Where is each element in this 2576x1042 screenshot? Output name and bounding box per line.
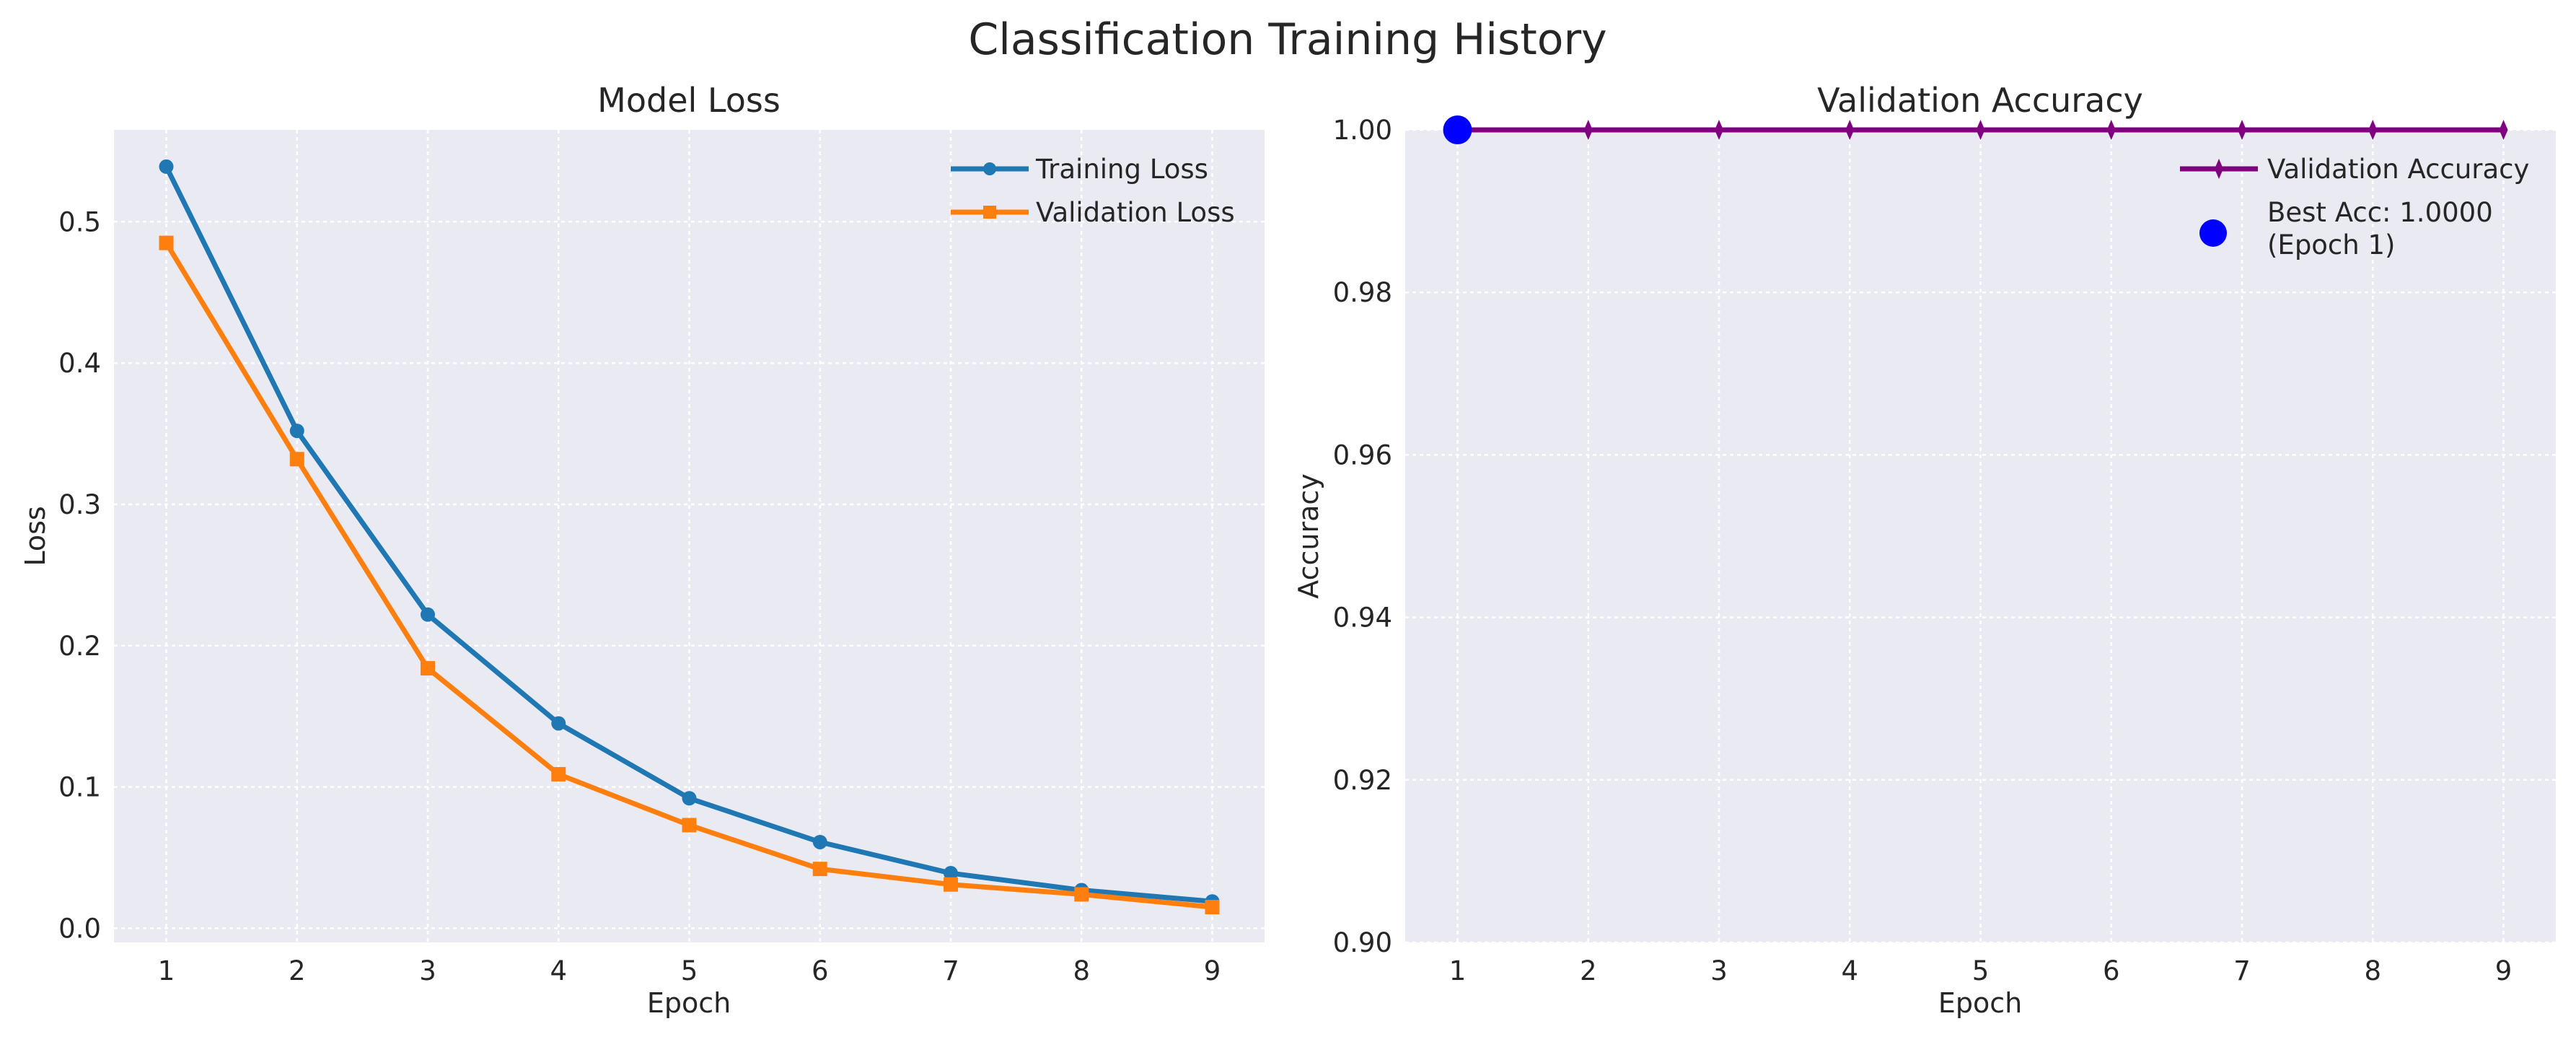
validation-accuracy-point (2106, 120, 2116, 140)
accuracy-plot-title: Validation Accuracy (1817, 81, 2143, 120)
validation-accuracy-point (2499, 120, 2508, 140)
loss-y-tick-label: 0.0 (58, 913, 101, 944)
legend-training-loss-marker (983, 162, 996, 175)
legend-validation-accuracy-label: Validation Accuracy (2267, 154, 2529, 185)
accuracy-x-tick-label: 5 (1972, 955, 1990, 986)
accuracy-y-ticks: 0.90 0.92 0.94 0.96 0.98 1.00 (1333, 115, 1392, 958)
loss-grid (114, 130, 1265, 942)
loss-y-tick-label: 0.5 (58, 206, 101, 237)
legend-entry-training-loss: Training Loss (951, 154, 1208, 185)
accuracy-subplot: Validation Accuracy Epoch Accuracy 0.900… (1293, 81, 2556, 1019)
training-loss-point (682, 791, 697, 806)
loss-x-tick-label: 9 (1204, 955, 1221, 986)
legend-best-accuracy-label-line2: (Epoch 1) (2267, 229, 2395, 260)
accuracy-grid (1405, 128, 2556, 944)
validation-accuracy-point (2368, 120, 2378, 140)
loss-y-tick-label: 0.2 (58, 631, 101, 662)
validation-accuracy-point (1976, 120, 1985, 140)
accuracy-y-tick-label: 0.94 (1333, 603, 1392, 634)
legend-training-loss-label: Training Loss (1035, 154, 1208, 185)
best-accuracy-point (1443, 115, 1472, 144)
training-loss-point (944, 866, 958, 881)
legend-entry-best-accuracy: Best Acc: 1.0000 (Epoch 1) (2199, 197, 2493, 260)
loss-x-ticks: 1 2 3 4 5 6 7 8 9 (158, 955, 1221, 986)
validation-loss-point (1074, 887, 1089, 902)
loss-y-tick-label: 0.3 (58, 489, 101, 520)
training-loss-point (421, 607, 435, 622)
legend-validation-loss-label: Validation Loss (1036, 197, 1235, 228)
accuracy-x-tick-label: 3 (1710, 955, 1728, 986)
validation-loss-point (289, 452, 304, 467)
loss-x-tick-label: 3 (419, 955, 436, 986)
loss-x-tick-label: 4 (550, 955, 567, 986)
legend-best-accuracy-marker (2199, 219, 2227, 247)
legend-validation-accuracy-marker (2215, 159, 2223, 179)
accuracy-y-tick-label: 0.98 (1333, 277, 1392, 308)
validation-accuracy-point (1845, 120, 1855, 140)
training-loss-point (812, 834, 827, 849)
accuracy-y-axis-label: Accuracy (1293, 473, 1324, 599)
figure-suptitle: Classification Training History (968, 14, 1606, 65)
accuracy-y-tick-label: 0.92 (1333, 765, 1392, 796)
loss-series (159, 159, 1220, 915)
loss-x-tick-label: 6 (812, 955, 829, 986)
loss-x-tick-label: 1 (158, 955, 175, 986)
validation-loss-point (551, 766, 566, 782)
loss-x-tick-label: 8 (1073, 955, 1090, 986)
accuracy-x-tick-label: 9 (2495, 955, 2513, 986)
validation-loss-point (812, 862, 827, 877)
legend-validation-loss-marker (983, 206, 996, 219)
validation-accuracy-point (2238, 120, 2246, 140)
loss-x-tick-label: 5 (681, 955, 698, 986)
accuracy-series (1443, 115, 2508, 144)
loss-y-tick-label: 0.4 (58, 348, 101, 379)
accuracy-x-tick-label: 4 (1841, 955, 1858, 986)
loss-x-axis-label: Epoch (647, 987, 731, 1019)
accuracy-x-tick-label: 6 (2103, 955, 2120, 986)
legend-entry-validation-accuracy: Validation Accuracy (2180, 154, 2529, 185)
loss-subplot: Model Loss Epoch Loss 0.0 0.1 0.2 0.3 0.4 0.5… (19, 81, 1265, 1019)
training-loss-point (289, 424, 304, 439)
accuracy-x-tick-label: 2 (1580, 955, 1597, 986)
loss-x-tick-label: 2 (289, 955, 306, 986)
accuracy-y-tick-label: 1.00 (1333, 115, 1392, 146)
accuracy-x-ticks: 1 2 3 4 5 6 7 8 9 (1449, 955, 2513, 986)
training-loss-point (551, 716, 566, 731)
validation-accuracy-point (1583, 120, 1593, 140)
validation-loss-point (421, 661, 435, 676)
validation-loss-point (159, 235, 174, 250)
validation-loss-point (1205, 900, 1220, 915)
loss-y-axis-label: Loss (19, 506, 51, 566)
loss-x-tick-label: 7 (942, 955, 959, 986)
accuracy-x-tick-label: 8 (2364, 955, 2381, 986)
accuracy-y-tick-label: 0.96 (1333, 439, 1392, 470)
accuracy-x-axis-label: Epoch (1938, 987, 2022, 1019)
accuracy-x-tick-label: 7 (2233, 955, 2251, 986)
validation-loss-point (682, 818, 697, 833)
legend-best-accuracy-label-line1: Best Acc: 1.0000 (2267, 197, 2493, 228)
loss-legend: Training Loss Validation Loss (951, 154, 1235, 228)
validation-accuracy-point (1715, 120, 1723, 140)
loss-plot-title: Model Loss (597, 81, 781, 120)
legend-entry-validation-loss: Validation Loss (951, 197, 1235, 228)
loss-y-tick-label: 0.1 (58, 772, 101, 803)
accuracy-y-tick-label: 0.90 (1333, 927, 1392, 958)
loss-y-ticks: 0.0 0.1 0.2 0.3 0.4 0.5 (58, 206, 101, 944)
validation-loss-point (944, 877, 958, 892)
accuracy-legend: Validation Accuracy Best Acc: 1.0000 (Ep… (2180, 154, 2529, 260)
accuracy-x-tick-label: 1 (1449, 955, 1467, 986)
training-loss-point (159, 159, 174, 174)
